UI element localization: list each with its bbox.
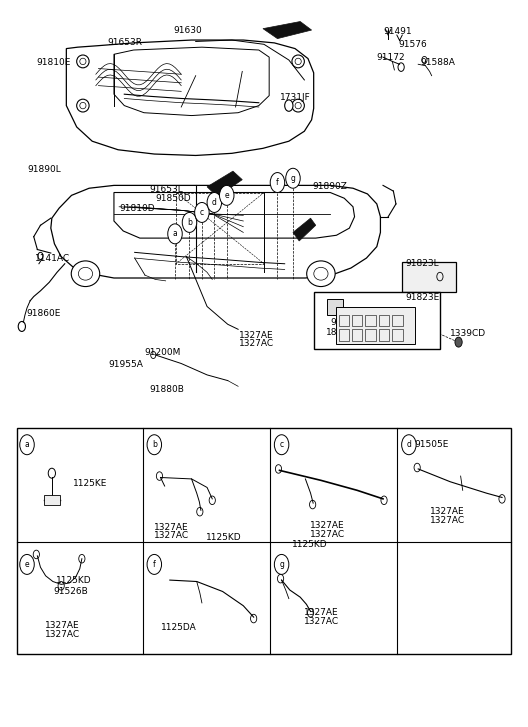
Text: 1327AC: 1327AC [239, 339, 274, 348]
Text: 91526B: 91526B [53, 587, 88, 596]
Circle shape [182, 212, 197, 233]
Text: 91653L: 91653L [149, 185, 183, 194]
Text: 1141AC: 1141AC [35, 254, 70, 262]
Circle shape [147, 555, 162, 574]
Circle shape [220, 185, 234, 205]
Text: 1327AE: 1327AE [309, 521, 344, 531]
Text: 1327AC: 1327AC [304, 617, 340, 626]
Text: a: a [173, 229, 177, 238]
Polygon shape [114, 193, 355, 238]
Circle shape [147, 435, 162, 454]
Polygon shape [67, 40, 314, 156]
Text: 1327AC: 1327AC [309, 530, 345, 539]
Text: 1125KD: 1125KD [56, 576, 92, 585]
Polygon shape [44, 494, 60, 505]
Circle shape [275, 435, 289, 454]
Ellipse shape [71, 261, 100, 286]
Circle shape [285, 100, 293, 111]
Text: 1327AC: 1327AC [154, 531, 190, 540]
Text: g: g [290, 174, 295, 182]
Text: e: e [224, 191, 229, 200]
Circle shape [270, 172, 285, 193]
Text: 1125DA: 1125DA [161, 622, 196, 632]
Text: 91860E: 91860E [26, 309, 60, 318]
Text: 91823L: 91823L [406, 260, 439, 268]
Ellipse shape [77, 99, 89, 112]
Text: d: d [212, 198, 217, 207]
Text: 1327AC: 1327AC [44, 630, 80, 639]
Text: 91653R: 91653R [108, 39, 143, 47]
Text: 1339CD: 1339CD [450, 329, 486, 338]
Text: b: b [187, 218, 192, 227]
Ellipse shape [292, 99, 304, 112]
Text: c: c [279, 441, 284, 449]
Polygon shape [207, 171, 242, 197]
Text: 1125KE: 1125KE [72, 478, 107, 488]
Ellipse shape [307, 261, 335, 286]
Text: 91890L: 91890L [27, 165, 61, 174]
Text: b: b [152, 441, 157, 449]
Polygon shape [114, 47, 269, 116]
Text: f: f [153, 560, 156, 569]
Text: 91880B: 91880B [149, 385, 184, 393]
Polygon shape [293, 218, 316, 241]
Circle shape [195, 203, 209, 222]
Ellipse shape [77, 55, 89, 68]
Text: 18980J-: 18980J- [326, 328, 360, 337]
Text: d: d [407, 441, 411, 449]
Text: 91810D: 91810D [119, 204, 155, 213]
Text: 91200M: 91200M [144, 348, 181, 357]
Circle shape [402, 435, 416, 454]
Text: 1327AE: 1327AE [304, 608, 339, 617]
Text: 1327AE: 1327AE [239, 331, 274, 340]
Text: 1327AE: 1327AE [430, 507, 464, 516]
Text: 1327AE: 1327AE [44, 621, 79, 630]
FancyBboxPatch shape [314, 292, 440, 349]
Text: 1125KD: 1125KD [206, 533, 242, 542]
Text: 91810E: 91810E [36, 58, 71, 68]
Circle shape [168, 224, 182, 244]
Text: 91588A: 91588A [420, 58, 455, 68]
Ellipse shape [292, 55, 304, 68]
Circle shape [20, 555, 34, 574]
Text: 91823E: 91823E [406, 294, 440, 302]
Text: c: c [200, 208, 204, 217]
Text: 1327AC: 1327AC [430, 515, 465, 525]
Text: 91955A: 91955A [109, 361, 144, 369]
Text: 1731JF: 1731JF [279, 92, 310, 102]
Text: 91630: 91630 [173, 25, 202, 35]
Text: 91576: 91576 [399, 40, 427, 49]
Text: 1327AE: 1327AE [154, 523, 189, 532]
Circle shape [275, 555, 289, 574]
Circle shape [20, 435, 34, 454]
FancyBboxPatch shape [327, 300, 343, 315]
Polygon shape [51, 185, 380, 278]
Text: 91172: 91172 [377, 52, 406, 62]
Text: 91491: 91491 [383, 27, 412, 36]
FancyBboxPatch shape [336, 308, 414, 345]
Text: e: e [25, 560, 30, 569]
Text: 91890Z: 91890Z [313, 182, 347, 191]
FancyBboxPatch shape [402, 262, 457, 292]
Text: 1125KD: 1125KD [292, 540, 327, 549]
Text: 91505E: 91505E [414, 441, 448, 449]
Text: 91850D: 91850D [155, 193, 191, 203]
Text: 91826: 91826 [330, 318, 359, 326]
Polygon shape [263, 22, 312, 39]
Text: a: a [25, 441, 30, 449]
Text: f: f [276, 178, 279, 187]
Circle shape [286, 168, 300, 188]
Text: g: g [279, 560, 284, 569]
Circle shape [207, 193, 222, 212]
Circle shape [455, 337, 462, 347]
